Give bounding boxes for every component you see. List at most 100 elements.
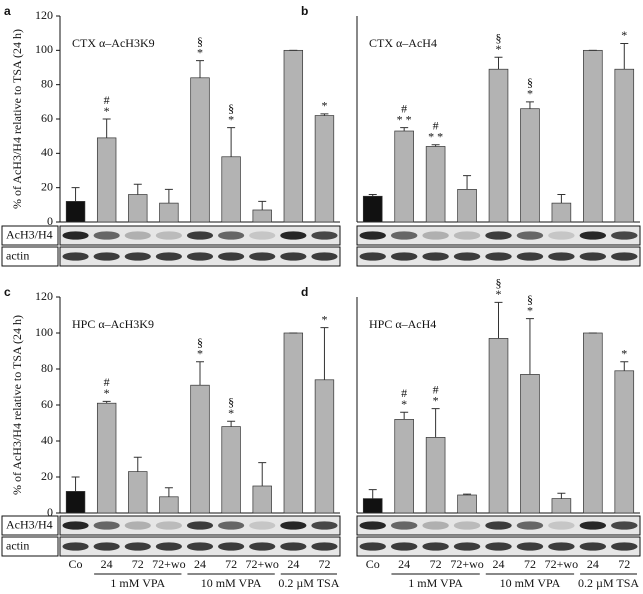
blot-band [579, 521, 607, 530]
bar [394, 419, 414, 514]
significance-mark: § [496, 31, 502, 45]
bar [520, 108, 540, 223]
error-bar [463, 175, 472, 190]
y-tick-label: 60 [41, 111, 53, 125]
error-bar [133, 183, 142, 195]
significance-mark: * [104, 104, 110, 118]
blot-band [579, 231, 607, 240]
error-bar [71, 187, 80, 202]
y-tick-label: 100 [35, 42, 53, 56]
bar [128, 471, 148, 514]
blot-band [422, 231, 449, 240]
y-axis-label: % of AcH3/H4 relative to TSA (24 h) [10, 29, 24, 209]
blot-label-box [1, 536, 59, 557]
error-bar [102, 400, 111, 404]
significance-mark: * * [428, 130, 443, 144]
panel-title: HPC α–AcH3K9 [72, 317, 154, 331]
bar [283, 49, 304, 223]
x-tick-label: 72 [430, 557, 442, 571]
significance-mark: * [527, 87, 533, 101]
bar [65, 201, 86, 223]
bar [488, 68, 509, 223]
error-bar [133, 456, 142, 472]
error-bar [525, 101, 534, 109]
blot-band [548, 542, 575, 551]
blot-label: AcH3/H4 [6, 227, 53, 241]
x-tick-label: 72 [132, 557, 144, 571]
significance-mark: * [104, 386, 110, 400]
x-tick-label: 72 [225, 557, 237, 571]
blot-band [579, 252, 607, 261]
bar [314, 379, 335, 514]
blot-band [548, 231, 575, 240]
blot-band [93, 231, 120, 240]
bar [283, 332, 304, 514]
error-bar [400, 127, 409, 132]
blot-band [516, 231, 544, 240]
significance-mark: * [496, 42, 502, 56]
blot-band [155, 542, 182, 551]
group-label: 1 mM VPA [408, 576, 463, 590]
error-bar [557, 492, 566, 499]
bar [96, 402, 117, 514]
x-tick-label: 72 [318, 557, 330, 571]
blot-band [311, 521, 338, 530]
significance-mark: * [197, 45, 203, 59]
y-tick-label: 0 [47, 505, 53, 519]
blot-band [390, 231, 418, 240]
blot-band [249, 542, 276, 551]
bar [221, 426, 241, 514]
blot-band [62, 521, 89, 530]
significance-mark: * [433, 393, 439, 407]
blot-band [280, 521, 307, 530]
bar [190, 384, 210, 514]
blot-band [186, 521, 214, 530]
significance-mark: § [228, 101, 234, 115]
blot-band [218, 542, 245, 551]
group-label: 0.2 µM TSA [278, 576, 339, 590]
error-bar [258, 200, 267, 210]
group-label: 0.2 µM TSA [578, 576, 639, 590]
error-bar [431, 144, 440, 147]
blot-label: actin [6, 538, 29, 552]
blot-band [390, 252, 418, 261]
bar [394, 130, 414, 223]
blot-band [422, 252, 449, 261]
bar [96, 137, 117, 223]
blot-band [359, 231, 386, 240]
blot-band [218, 521, 245, 530]
x-tick-label: 72+wo [450, 557, 483, 571]
blot-label-box [1, 225, 59, 246]
significance-mark: * [197, 347, 203, 361]
blot-band [311, 252, 338, 261]
blot-band [155, 231, 182, 240]
x-tick-label: 24 [194, 557, 206, 571]
bar [362, 498, 383, 514]
bar [614, 370, 635, 514]
significance-mark: # [433, 119, 439, 133]
error-bar [102, 118, 111, 138]
blot-band [485, 231, 512, 240]
significance-mark: * [496, 287, 502, 301]
significance-mark: * [228, 112, 234, 126]
group-label: 10 mM VPA [201, 576, 262, 590]
blot-band [124, 231, 151, 240]
blot-band [93, 542, 120, 551]
bar [488, 338, 509, 514]
blot-band [62, 231, 89, 240]
blot-band [611, 542, 638, 551]
significance-mark: * [527, 303, 533, 317]
significance-mark: # [104, 375, 110, 389]
error-bar [320, 113, 329, 116]
bar [551, 202, 572, 223]
blot-band [516, 252, 544, 261]
error-bar [320, 327, 329, 380]
significance-mark: § [197, 34, 203, 48]
significance-mark: * [321, 312, 327, 326]
error-bar [227, 127, 236, 157]
panel-title: CTX α–AcH3K9 [72, 36, 155, 50]
x-tick-label: 24 [398, 557, 410, 571]
blot-band [453, 231, 481, 240]
blot-label: actin [6, 248, 29, 262]
